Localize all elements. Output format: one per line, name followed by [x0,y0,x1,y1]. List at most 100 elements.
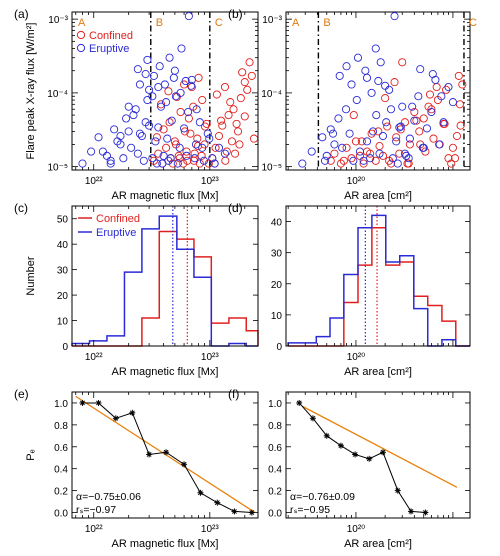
point-eruptive-a [177,44,186,53]
point-confined-b [415,127,424,136]
point-confined-a [217,116,226,125]
point-eruptive-a [220,149,230,158]
region-label-b: A [292,17,300,29]
point-eruptive-a [184,12,193,21]
point-confined-b [330,149,339,158]
annotation-f: α=−0.76±0.09 [290,491,355,503]
probability-line-f [298,402,426,514]
point-confined-a [227,137,236,146]
point-eruptive-a [187,81,196,90]
marker-stroke [163,449,169,455]
point-confined-b [427,105,436,114]
point-confined-b [371,156,380,165]
point-confined-b [442,85,451,94]
point-confined-b [440,119,449,128]
marker-stroke [296,400,302,406]
panel-label-c: (c) [14,201,28,215]
marker-stroke [366,456,372,462]
point-eruptive-a [139,156,148,165]
marker-stroke [310,415,316,421]
point-confined-a [156,100,166,109]
point-eruptive-a [156,102,166,111]
point-confined-b [381,94,390,103]
histogram-confined-c [72,230,259,347]
point-eruptive-a [113,137,122,146]
region-label-b: B [323,17,330,29]
histogram-confined-d [288,227,470,347]
point-eruptive-b [395,123,404,132]
point-eruptive-a [116,131,125,141]
plot-frame-d [285,205,471,347]
legend-label-confined-c: Confined [96,213,140,225]
point-eruptive-b [374,76,383,86]
point-eruptive-b [396,122,405,131]
point-eruptive-b [381,81,390,90]
point-eruptive-a [173,159,182,168]
point-confined-a [154,149,163,158]
point-confined-a [249,134,259,143]
legend-label-eruptive-c: Eruptive [96,227,136,239]
point-eruptive-b [392,137,401,146]
point-eruptive-b [416,65,425,74]
y-tick-label-d: 30 [271,249,283,260]
point-confined-b [405,140,414,149]
point-eruptive-a [162,98,171,107]
point-confined-b [359,159,368,168]
point-eruptive-a [137,131,146,141]
legend-marker-confined [76,30,86,40]
point-eruptive-a [129,111,138,120]
annotation-f: rₛ=−0.95 [290,504,330,516]
point-confined-a [240,78,249,87]
point-confined-b [383,122,392,131]
point-eruptive-a [141,70,150,79]
point-eruptive-a [135,129,144,138]
point-confined-a [180,127,189,136]
point-eruptive-b [448,98,457,107]
point-eruptive-a [149,71,158,80]
plot-frame-c [71,205,259,347]
marker-stroke [96,400,101,406]
point-confined-a [235,140,244,149]
probability-marker-e [231,508,238,515]
point-eruptive-a [203,129,212,138]
point-eruptive-a [190,154,199,163]
point-eruptive-a [122,114,131,123]
point-confined-b [366,149,375,158]
y-tick-label-b: 10⁻⁵ [261,163,282,174]
panel-label-e: (e) [14,387,29,401]
point-eruptive-b [318,133,327,142]
probability-marker-f [366,455,373,462]
point-eruptive-b [444,82,453,92]
point-eruptive-a [119,154,128,163]
point-eruptive-a [163,134,172,143]
point-confined-b [339,156,348,165]
marker-stroke [181,461,187,467]
point-eruptive-b [439,118,448,127]
point-eruptive-a [106,159,115,168]
annotation-e: α=−0.75±0.06 [76,491,141,503]
y-tick-label-e: 0.0 [54,509,68,520]
point-eruptive-b [388,154,397,163]
annotation-e: rₛ=−0.97 [76,504,116,516]
point-confined-b [419,114,428,123]
point-eruptive-b [328,129,338,138]
chart-f: (f) 10²⁰ 0.0 0.2 0.4 0.6 0.8 1.0 AR area [cm²] α=… [228,387,471,550]
x-axis-label-e: AR magnetic flux [Mx] [112,538,219,550]
point-eruptive-b [335,71,344,80]
y-axis-label-a: Flare peak X-ray flux [W/m²] [25,23,37,160]
panel-label-a: (a) [14,7,29,21]
point-eruptive-a [145,121,154,130]
point-eruptive-a [184,107,193,117]
point-eruptive-b [404,154,413,163]
point-eruptive-a [166,154,175,163]
point-eruptive-a [165,53,174,62]
point-eruptive-a [159,151,168,160]
probability-marker-e [163,449,170,456]
probability-marker-e [248,509,255,516]
point-confined-a [201,122,210,131]
probability-marker-e [181,461,188,468]
plot-frame-b [285,11,471,171]
probability-marker-e [79,399,86,406]
point-confined-a [243,85,252,94]
